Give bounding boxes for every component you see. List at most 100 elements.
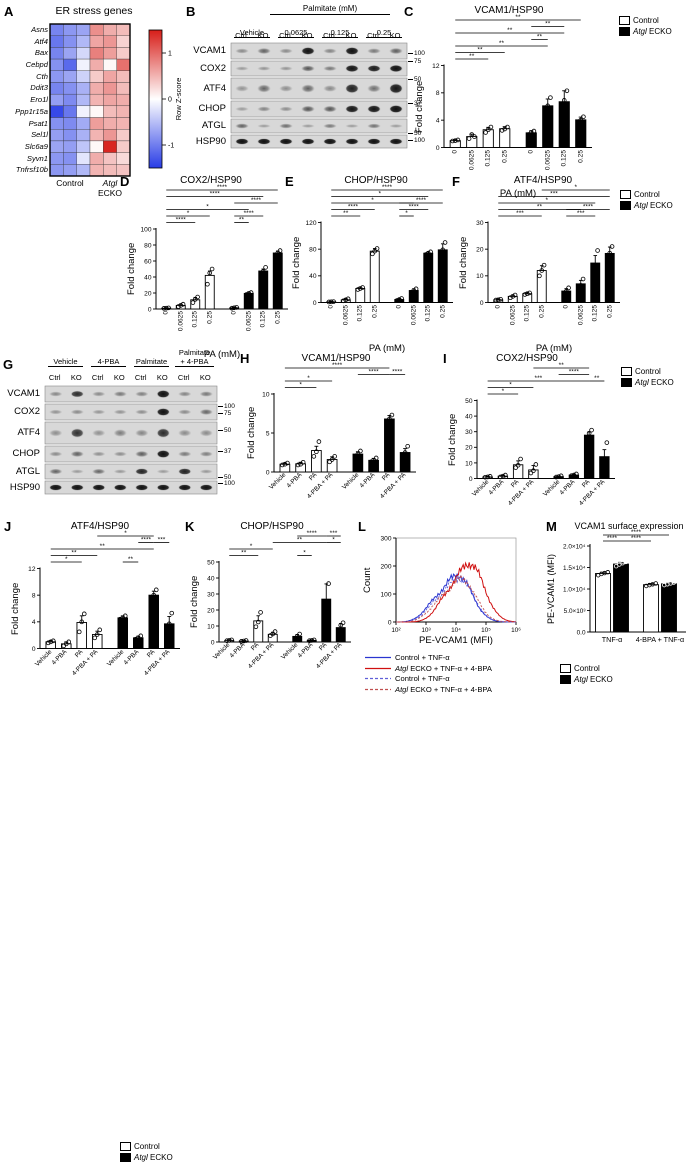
- panel-a-title: ER stress genes: [55, 5, 133, 17]
- svg-text:*: *: [65, 556, 68, 563]
- panel-c-legend: Control Atgl ECKO: [619, 16, 672, 38]
- panel-i-label: I: [443, 351, 447, 366]
- svg-text:**: **: [477, 47, 483, 54]
- x-tick-label: 0: [494, 304, 502, 309]
- blot-group-header: x0.0625: [274, 19, 318, 38]
- svg-text:40: 40: [309, 273, 317, 280]
- x-tick-label: TNF-α: [601, 635, 623, 644]
- legend-label: Control: [634, 190, 660, 199]
- legend-label: Atgl ECKO: [634, 201, 673, 210]
- svg-text:-1: -1: [168, 143, 174, 150]
- svg-text:100: 100: [380, 591, 391, 598]
- svg-text:**: **: [499, 40, 505, 47]
- svg-text:10²: 10²: [391, 627, 400, 634]
- panel-m-legend: Control Atgl ECKO: [560, 664, 613, 686]
- blot-lane-label: Ctrl: [367, 31, 379, 40]
- x-tick-label: 0.125: [591, 304, 599, 322]
- svg-text:*: *: [509, 382, 512, 389]
- svg-text:10: 10: [207, 623, 215, 630]
- y-axis-label: Fold change: [414, 80, 425, 133]
- svg-text:**: **: [537, 34, 543, 41]
- svg-text:*: *: [545, 197, 548, 204]
- svg-text:30: 30: [476, 220, 484, 227]
- x-tick-label: 0.125: [484, 149, 492, 167]
- y-axis-label: Fold change: [291, 236, 302, 289]
- blot-lane-label: KO: [301, 31, 313, 40]
- heatmap-row-label: Ppp1r15a: [15, 106, 48, 116]
- legend-label: Control + TNF-α: [395, 674, 450, 683]
- panel-d-chart: 0 20 40 60 80 100 **** ** * **** * **** **** **** Fold…: [126, 184, 294, 360]
- heatmap-row-label: Asns: [31, 25, 48, 34]
- svg-text:****: ****: [382, 184, 393, 191]
- svg-text:***: ***: [535, 375, 543, 382]
- svg-text:**: **: [128, 556, 134, 563]
- svg-text:*: *: [378, 191, 381, 198]
- x-tick-label: 0: [162, 311, 170, 315]
- panel-h-label: H: [240, 351, 250, 366]
- blot-lane-label: KO: [113, 373, 125, 382]
- legend-label: Atgl ECKO: [633, 27, 672, 36]
- heatmap-grid: [49, 23, 131, 177]
- svg-text:20: 20: [476, 247, 484, 254]
- histogram-trace: [396, 561, 517, 623]
- legend-line: [365, 667, 391, 669]
- blot-mw-marker: 50: [218, 474, 231, 481]
- svg-text:2.0×10⁴: 2.0×10⁴: [563, 543, 586, 550]
- svg-text:200: 200: [380, 563, 391, 570]
- legend-swatch: [621, 378, 632, 387]
- panel-k: K CHOP/HSP90 0 10 20 30 40 50 ** * * ** **** *** * Fo…: [185, 512, 363, 708]
- svg-text:**: **: [469, 53, 475, 60]
- heatmap-row-label: Cth: [36, 71, 48, 81]
- x-tick-label: Vehicle: [33, 648, 54, 668]
- heatmap-row-label: Cebpd: [25, 60, 48, 70]
- legend-swatch: [560, 675, 571, 684]
- bar-chart-svg: 0.05.0×10³1.0×10⁴1.5×10⁴2.0×10⁴*********…: [563, 529, 686, 636]
- blot-mw-marker: 50: [218, 427, 231, 434]
- svg-text:****: ****: [307, 530, 318, 537]
- blot-lane-label: KO: [257, 31, 269, 40]
- panel-l-label: L: [358, 519, 366, 534]
- blot-lane-label: KO: [389, 31, 401, 40]
- panel-j-label: J: [4, 519, 12, 534]
- svg-text:12: 12: [432, 63, 440, 70]
- blot-protein-label: VCAM1: [7, 388, 40, 399]
- svg-text:120: 120: [305, 220, 316, 227]
- x-tick-label: Vehicle: [105, 648, 126, 668]
- blot-lane-label: Ctrl: [134, 373, 147, 382]
- panel-e-title: CHOP/HSP90: [344, 175, 408, 186]
- x-tick-label: 4-PBA: [358, 471, 377, 490]
- blot-mw-marker: 75: [408, 58, 421, 65]
- svg-text:*: *: [371, 197, 374, 204]
- svg-text:****: ****: [348, 204, 359, 211]
- legend-line: [365, 656, 391, 659]
- svg-text:****: ****: [631, 529, 642, 536]
- x-tick-label: 0.25: [606, 304, 614, 318]
- x-tick-label: 4-PBA: [487, 478, 506, 497]
- svg-text:12: 12: [28, 566, 36, 573]
- svg-text:8: 8: [436, 90, 440, 97]
- svg-text:*: *: [307, 375, 310, 382]
- svg-text:***: ***: [330, 530, 338, 537]
- blot-mw-marker: 100: [218, 480, 235, 487]
- legend-label: Control: [633, 16, 659, 25]
- svg-text:0: 0: [266, 469, 270, 476]
- svg-text:**: **: [559, 362, 565, 369]
- y-axis-label: Fold change: [10, 582, 21, 635]
- svg-text:40: 40: [207, 575, 215, 582]
- svg-text:80: 80: [309, 247, 317, 254]
- blot-protein-label: HSP90: [195, 135, 226, 147]
- svg-text:*: *: [332, 537, 335, 544]
- x-axis-label: PA (mM): [368, 342, 406, 354]
- histogram-trace: [396, 576, 516, 623]
- svg-text:*: *: [574, 184, 577, 191]
- legend-swatch: [120, 1142, 131, 1151]
- x-tick-label: Vehicle: [340, 471, 361, 492]
- x-axis-label: PA (mM): [535, 342, 573, 354]
- x-tick-label: 0.125: [560, 149, 568, 167]
- legend-swatch: [620, 190, 631, 199]
